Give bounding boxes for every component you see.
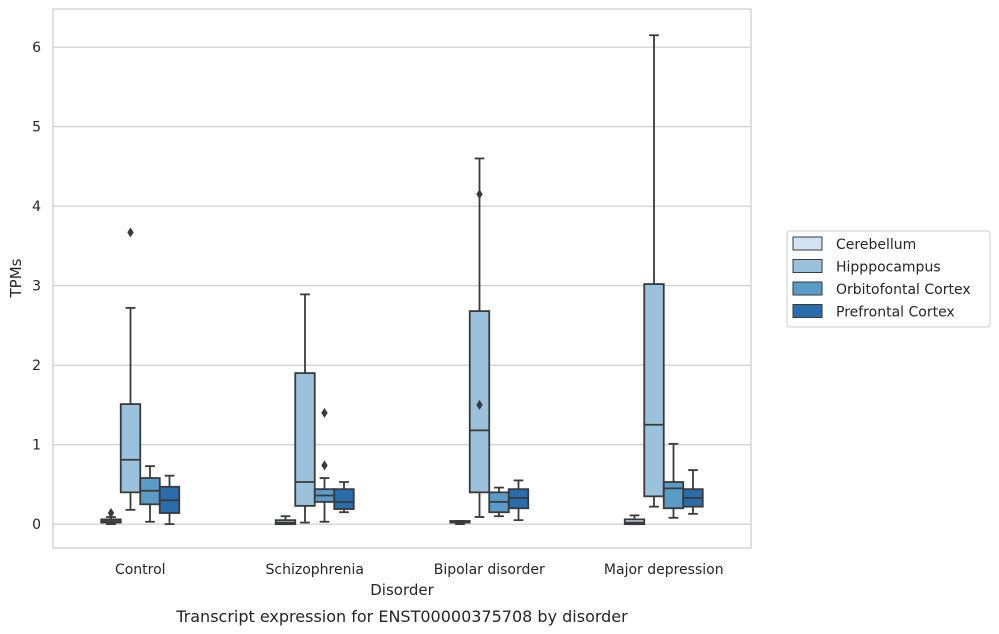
- legend-label: Hipppocampus: [836, 260, 941, 276]
- outlier-point: [476, 399, 483, 410]
- box-group: [333, 481, 355, 514]
- legend-frame: [786, 230, 991, 328]
- legend-swatch: [792, 259, 823, 273]
- outlier-point: [127, 227, 134, 238]
- y-axis-ticks: 0 1 2 3 4 5 6: [32, 40, 41, 533]
- legend-swatch: [792, 236, 823, 251]
- boxes: [100, 34, 704, 526]
- box-group: [449, 520, 471, 526]
- legend-label: Prefrontal Cortex: [836, 305, 955, 321]
- plot-area-frame: [52, 8, 752, 549]
- box-group: [643, 34, 665, 508]
- legend-label: Cerebellum: [836, 237, 916, 253]
- y-axis-title: TPMs: [7, 258, 25, 298]
- y-tick-label: 4: [32, 199, 41, 215]
- x-tick-label: Control: [115, 562, 166, 578]
- y-tick-label: 2: [32, 358, 41, 374]
- chart-caption: Transcript expression for ENST0000037570…: [175, 607, 628, 626]
- box-iqr: [662, 481, 685, 510]
- box-group: [468, 157, 491, 518]
- outlier-point: [321, 460, 328, 471]
- outlier-point: [107, 508, 115, 519]
- y-tick-label: 3: [32, 279, 41, 295]
- legend-swatch: [792, 304, 823, 318]
- box-group: [682, 469, 704, 515]
- x-axis-title: Disorder: [370, 581, 434, 599]
- x-axis-ticks: Control Schizophrenia Bipolar disorder Majo…: [115, 562, 724, 578]
- y-tick-label: 0: [32, 517, 41, 533]
- box-iqr: [294, 372, 316, 507]
- x-tick-label: Major depression: [604, 562, 724, 578]
- outlier-point: [321, 407, 328, 418]
- box-group: [294, 293, 316, 524]
- y-tick-label: 6: [32, 40, 41, 56]
- box-group: [623, 514, 646, 526]
- x-tick-label: Bipolar disorder: [434, 562, 545, 578]
- box-group: [119, 227, 142, 511]
- box-iqr: [643, 283, 665, 498]
- legend: Cerebellum Hipppocampus Orbitofontal Corte…: [786, 230, 991, 328]
- box-group: [158, 474, 181, 526]
- y-tick-label: 5: [32, 120, 41, 136]
- box-group: [488, 486, 510, 518]
- box-iqr: [333, 488, 355, 510]
- gridlines: [53, 46, 751, 525]
- legend-items: Cerebellum Hipppocampus Orbitofontal Corte…: [792, 236, 971, 321]
- box-group: [313, 407, 336, 523]
- legend-swatch: [792, 281, 823, 296]
- box-group: [507, 479, 530, 522]
- legend-label: Orbitofontal Cortex: [836, 282, 971, 298]
- y-tick-label: 1: [32, 438, 41, 454]
- x-tick-label: Schizophrenia: [266, 562, 364, 578]
- box-group: [274, 515, 297, 526]
- box-group: [139, 465, 161, 523]
- box-group: [100, 508, 122, 526]
- box-iqr: [119, 403, 142, 494]
- box-group: [662, 442, 685, 519]
- outlier-point: [476, 189, 483, 200]
